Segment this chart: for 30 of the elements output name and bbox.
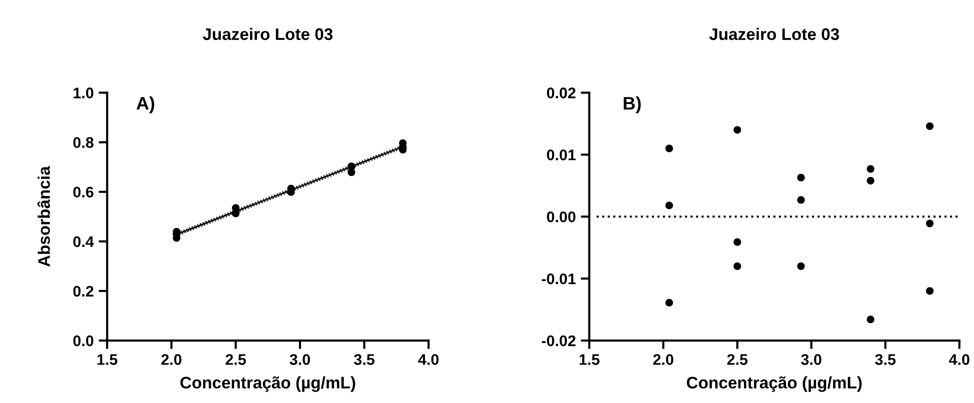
annotation: A)	[136, 96, 154, 114]
y-tick-label: -0.01	[542, 273, 576, 284]
x-tick-label: 3.0	[801, 354, 822, 365]
x-tick-label: 2.0	[161, 354, 182, 365]
y-tick-label: -0.02	[542, 335, 576, 346]
y-tick-label: 0.00	[546, 211, 576, 222]
x-tick-label: 2.5	[727, 354, 748, 365]
x-tick-label: 1.5	[97, 354, 118, 365]
chart-title: Juazeiro Lote 03	[709, 28, 840, 40]
x-tick-label: 4.0	[418, 354, 439, 365]
x-axis-title: Concentração (µg/mL)	[686, 376, 862, 392]
y-axis-title: Absorbância	[37, 166, 50, 267]
x-tick-label: 3.5	[354, 354, 374, 365]
x-tick-label: 3.5	[875, 354, 896, 365]
x-tick-label: 1.5	[580, 354, 600, 365]
y-tick-label: 0.0	[73, 335, 94, 346]
y-tick-label: 0.8	[73, 137, 94, 148]
y-tick-label: 1.0	[74, 88, 94, 98]
annotation: B)	[624, 96, 641, 114]
y-tick-label: 0.6	[73, 186, 94, 198]
y-tick-label: 0.2	[73, 286, 94, 297]
chart-title: Juazeiro Lote 03	[202, 28, 333, 40]
y-tick-label: 0.01	[546, 150, 576, 160]
y-tick-label: 0.4	[73, 236, 94, 248]
y-tick-label: 0.02	[546, 88, 576, 98]
x-tick-label: 4.0	[949, 354, 970, 365]
x-tick-label: 3.0	[290, 354, 310, 365]
x-tick-label: 2.5	[226, 354, 246, 365]
x-axis-title: Concentração (µg/mL)	[180, 376, 356, 392]
x-tick-label: 2.0	[653, 354, 674, 365]
